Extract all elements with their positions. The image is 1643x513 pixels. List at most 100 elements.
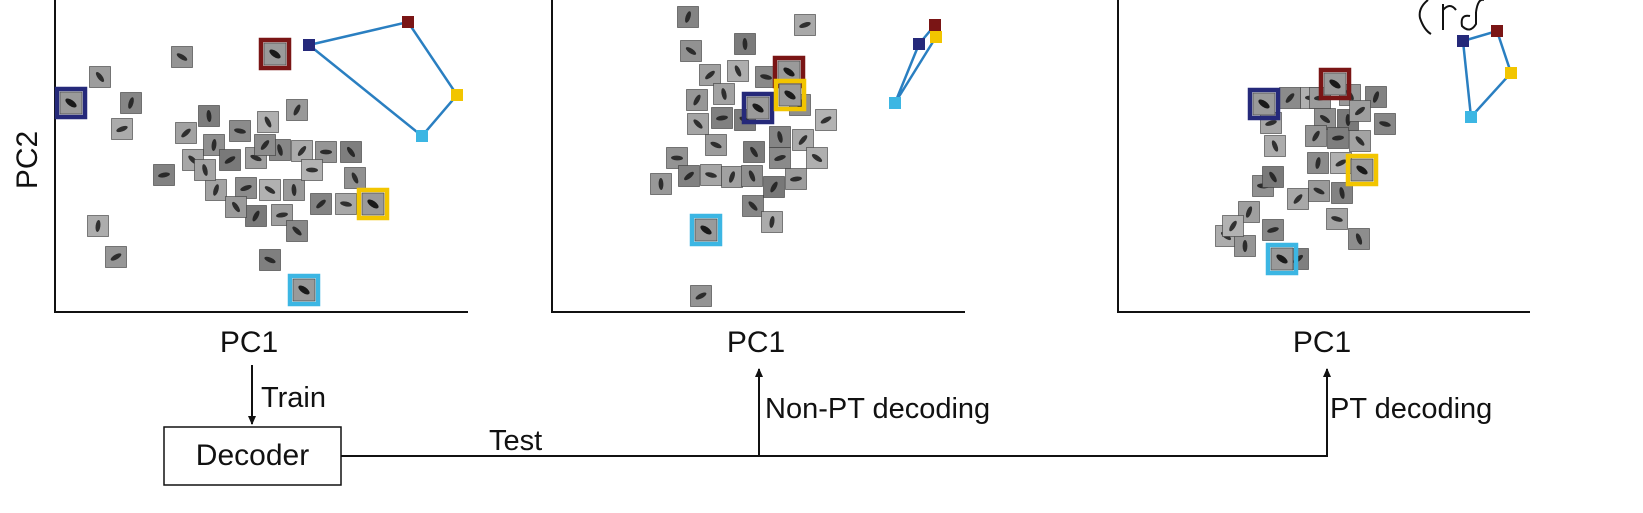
image-patch [769, 147, 791, 169]
image-patch [111, 118, 133, 140]
image-patch [711, 107, 733, 129]
highlighted-patch-navy [1247, 87, 1281, 121]
panel-1-y-label: PC2 [11, 131, 44, 189]
prototype-outline [306, 20, 459, 138]
image-patch [1349, 100, 1371, 122]
prototype-vertex-maroon [402, 16, 414, 28]
test-label: Test [489, 425, 542, 457]
image-patch [205, 179, 227, 201]
image-patch [741, 165, 763, 187]
image-patch [286, 220, 308, 242]
decoding-flow: Train Decoder Test Non-PT decoding PT de… [163, 365, 1492, 486]
panel-2-prototype-shape [889, 19, 942, 109]
prototype-outline [1461, 29, 1513, 120]
highlighted-patch-gold [1345, 153, 1379, 187]
image-patch [690, 285, 712, 307]
image-patch [721, 166, 743, 188]
highlighted-patch-cyan [287, 273, 321, 307]
image-patch [700, 164, 722, 186]
prototype-vertex-gold [930, 31, 942, 43]
image-patch [315, 141, 337, 163]
image-patch [1262, 166, 1284, 188]
image-patch [1234, 235, 1256, 257]
image-patch [153, 164, 175, 186]
image-patch [259, 179, 281, 201]
image-patch [686, 89, 708, 111]
panel-1: PC1 PC2 [11, 0, 468, 359]
panel-3-clipped-title-fragment [1418, 0, 1484, 35]
prototype-vertex-cyan [889, 97, 901, 109]
prototype-outline [893, 21, 938, 104]
highlighted-patch-navy [54, 86, 88, 120]
image-patch [105, 246, 127, 268]
highlighted-patch-maroon [258, 37, 292, 71]
prototype-vertex-gold [1505, 67, 1517, 79]
decoder-label: Decoder [196, 439, 309, 472]
image-patch [687, 113, 709, 135]
prototype-vertex-gold [451, 89, 463, 101]
image-patch [785, 168, 807, 190]
image-patch [699, 64, 721, 86]
panel-3-x-label: PC1 [1293, 326, 1351, 359]
highlighted-patch-gold [356, 187, 390, 221]
panel-3: PC1 [1117, 0, 1530, 359]
image-patch [87, 215, 109, 237]
image-patch [1305, 125, 1327, 147]
image-patch [219, 149, 241, 171]
image-patch [257, 111, 279, 133]
image-patch [245, 205, 267, 227]
image-patch [340, 141, 362, 163]
image-patch [235, 177, 257, 199]
image-patch [680, 40, 702, 62]
panel-2: PC1 [551, 0, 965, 359]
image-patch [1326, 208, 1348, 230]
image-patch [1374, 113, 1396, 135]
prototype-vertex-maroon [929, 19, 941, 31]
image-patch [1307, 152, 1329, 174]
panel-2-highlighted-patches [689, 55, 807, 247]
image-patch [229, 120, 251, 142]
image-patch [259, 249, 281, 271]
image-patch [198, 105, 220, 127]
image-patch [727, 60, 749, 82]
panel-1-highlighted-patches [54, 37, 390, 307]
image-patch [335, 193, 357, 215]
image-patch [1287, 188, 1309, 210]
image-patch [344, 167, 366, 189]
prototype-vertex-navy [913, 38, 925, 50]
panel-2-x-label: PC1 [727, 326, 785, 359]
image-patch [194, 159, 216, 181]
panel-1-prototype-shape [303, 16, 463, 142]
image-patch [254, 134, 276, 156]
prototype-vertex-cyan [1465, 111, 1477, 123]
image-patch [763, 176, 785, 198]
image-patch [301, 159, 323, 181]
image-patch [291, 140, 313, 162]
image-patch [743, 141, 765, 163]
image-patch [678, 165, 700, 187]
image-patch [1262, 219, 1284, 241]
panel-3-highlighted-patches [1247, 67, 1379, 276]
image-patch [734, 33, 756, 55]
image-patch [705, 134, 727, 156]
image-patch [1264, 135, 1286, 157]
highlighted-patch-navy [741, 91, 775, 125]
prototype-vertex-cyan [416, 130, 428, 142]
panel-2-patch-cloud [650, 6, 837, 307]
image-patch [792, 129, 814, 151]
nonpt-decoding-label: Non-PT decoding [765, 393, 990, 425]
train-label: Train [261, 382, 326, 414]
image-patch [1331, 182, 1353, 204]
image-patch [225, 196, 247, 218]
highlighted-patch-maroon [1318, 67, 1352, 101]
panel-1-x-label: PC1 [220, 326, 278, 359]
image-patch [769, 126, 791, 148]
image-patch [806, 147, 828, 169]
image-patch [310, 193, 332, 215]
image-patch [286, 99, 308, 121]
image-patch [666, 147, 688, 169]
image-patch [1308, 180, 1330, 202]
prototype-vertex-navy [1457, 35, 1469, 47]
prototype-vertex-navy [303, 39, 315, 51]
image-patch [677, 6, 699, 28]
